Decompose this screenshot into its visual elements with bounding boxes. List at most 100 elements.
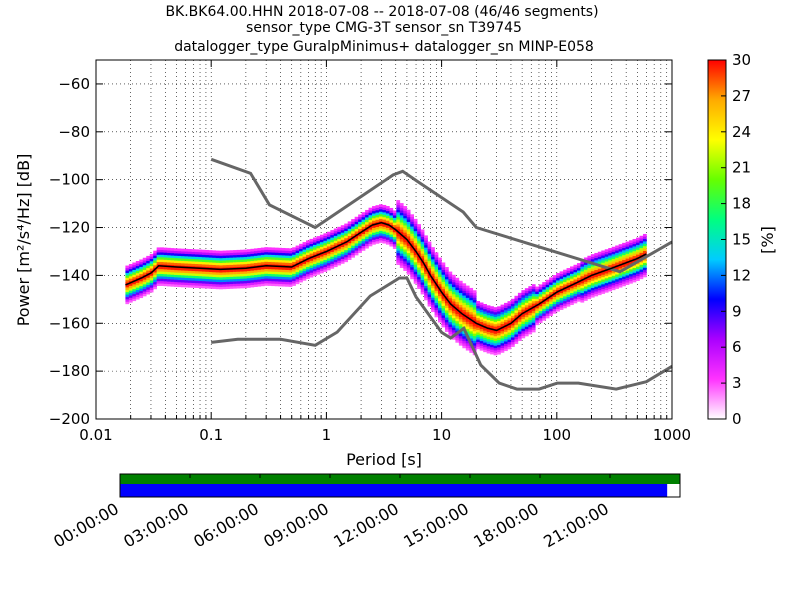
psd-cell [476, 334, 481, 338]
psd-cell [149, 273, 154, 276]
psd-cell [396, 202, 401, 206]
psd-cell [444, 324, 449, 328]
psd-cell [361, 231, 366, 235]
psd-cell [288, 277, 293, 280]
psd-cell [622, 278, 626, 282]
psd-cell [500, 350, 505, 353]
psd-cell [549, 291, 553, 295]
psd-cell [608, 259, 613, 263]
psd-cell [406, 255, 411, 258]
psd-cell [420, 236, 425, 240]
x-tick-label: 1 [322, 426, 332, 444]
psd-cell [174, 250, 178, 254]
psd-cell [330, 254, 335, 257]
psd-cell [191, 285, 196, 288]
psd-cell [278, 257, 283, 261]
psd-cell [538, 286, 543, 290]
y-tick-label: −160 [49, 314, 90, 332]
psd-cell [570, 295, 574, 298]
psd-cell [559, 300, 564, 303]
psd-cell [465, 295, 470, 298]
psd-cell [486, 319, 491, 323]
psd-cell [347, 233, 352, 237]
psd-cell [451, 325, 456, 328]
psd-cell [372, 239, 376, 243]
psd-cell [333, 264, 338, 268]
psd-cell [639, 276, 644, 280]
psd-cell [490, 320, 494, 324]
psd-cell [396, 200, 401, 203]
psd-cell [410, 231, 415, 234]
psd-cell [309, 241, 314, 244]
psd-cell [389, 219, 394, 223]
psd-cell [427, 265, 432, 269]
psd-cell [392, 241, 397, 245]
psd-cell [180, 251, 185, 254]
psd-cell [490, 313, 494, 317]
psd-cell [507, 305, 512, 309]
psd-cell [472, 340, 477, 344]
psd-cell [587, 262, 592, 266]
psd-cell [455, 277, 460, 281]
psd-cell [326, 238, 331, 242]
psd-cell [469, 350, 474, 353]
x-tick-label: 1000 [653, 426, 691, 444]
psd-cell [219, 284, 223, 287]
psd-cell [372, 220, 376, 224]
psd-cell [191, 263, 196, 267]
psd-cell [615, 259, 619, 263]
psd-cell [292, 266, 296, 270]
psd-cell [455, 316, 460, 319]
psd-cell [156, 247, 161, 251]
psd-cell [267, 278, 272, 282]
psd-cell [396, 247, 401, 251]
psd-cell [528, 295, 533, 299]
psd-cell [413, 218, 418, 222]
psd-cell [601, 291, 606, 294]
psd-cell [396, 209, 401, 213]
psd-cell [333, 238, 338, 241]
psd-cell [246, 249, 251, 252]
psd-cell [448, 293, 453, 296]
psd-cell [559, 292, 564, 296]
psd-cell [472, 295, 477, 298]
psd-cell [351, 226, 355, 229]
psd-cell [389, 239, 394, 242]
psd-cell [625, 277, 630, 281]
psd-cell [410, 262, 415, 265]
psd-cell [215, 262, 220, 266]
psd-cell [191, 256, 196, 260]
psd-cell [406, 269, 411, 273]
psd-cell [160, 254, 164, 258]
psd-cell [257, 276, 262, 280]
psd-cell [299, 262, 303, 266]
psd-cell [420, 248, 425, 252]
psd-cell [312, 266, 317, 269]
psd-cell [573, 288, 578, 292]
psd-cell [510, 322, 515, 326]
psd-cell [288, 284, 293, 287]
psd-cell [323, 247, 328, 251]
psd-cell [323, 240, 328, 244]
psd-cell [587, 255, 592, 259]
psd-cell [497, 351, 501, 355]
psd-cell [333, 261, 338, 265]
psd-cell [208, 257, 213, 261]
psd-cell [288, 248, 293, 251]
psd-cell [441, 267, 446, 270]
psd-cell [417, 276, 421, 280]
psd-cell [465, 302, 470, 306]
psd-cell [180, 284, 185, 288]
psd-cell [399, 241, 404, 245]
psd-cell [420, 246, 425, 249]
psd-cell [410, 266, 415, 270]
psd-cell [517, 326, 522, 330]
psd-cell [573, 295, 578, 299]
psd-cell [424, 264, 428, 267]
psd-cell [337, 226, 342, 230]
psd-cell [316, 260, 321, 263]
psd-cell [170, 283, 175, 287]
psd-cell [219, 265, 223, 268]
psd-cell [538, 313, 543, 316]
psd-cell [198, 285, 203, 289]
